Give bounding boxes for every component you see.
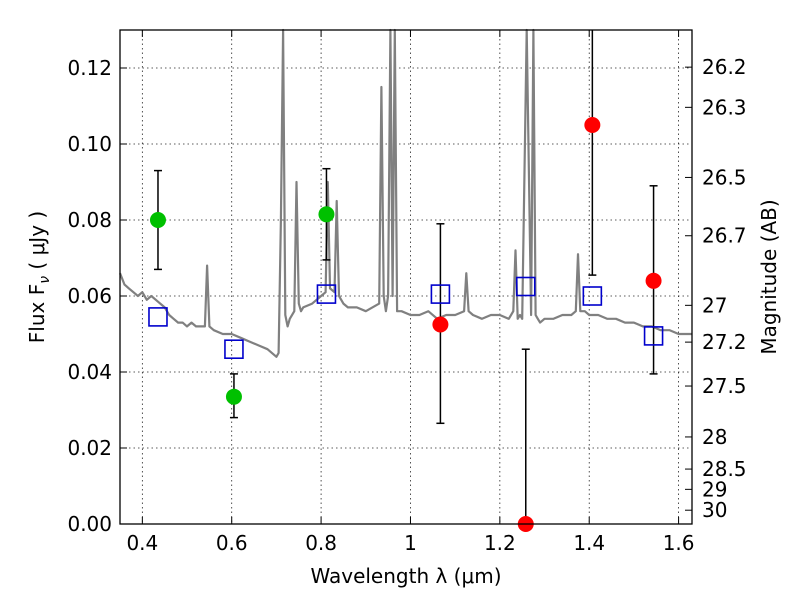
green-point: [318, 206, 335, 223]
magnitude-tick-label: 26.7: [702, 224, 747, 248]
y-tick-label: 0.10: [67, 132, 112, 156]
magnitude-tick-label: 27.5: [702, 374, 747, 398]
y-tick-label: 0.04: [67, 360, 112, 384]
magnitude-tick-label: 28: [702, 425, 727, 449]
plot-frame: [119, 29, 693, 525]
magnitude-tick-label: 26.3: [702, 95, 747, 119]
y-tick-label: 0.08: [67, 208, 112, 232]
red-point: [432, 316, 449, 333]
magnitude-tick-label: 28.5: [702, 457, 747, 481]
y-tick-labels: 0.00 0.02 0.04 0.06 0.08 0.10 0.12: [67, 56, 112, 536]
right-axis-label: Magnitude (AB): [757, 199, 781, 354]
red-point: [584, 117, 601, 133]
x-tick-label: 0.4: [126, 531, 158, 555]
x-tick-label: 0.8: [305, 531, 337, 555]
green-point: [149, 212, 166, 228]
green-point: [225, 388, 242, 405]
model-square: [316, 284, 337, 304]
x-tick-labels: 0.4 0.6 0.8 1 1.2 1.4 1.6: [126, 531, 694, 555]
y-axis-label: Flux Fν ( μJy ): [25, 211, 53, 343]
magnitude-tick-label: 27.2: [702, 330, 747, 354]
model-square: [224, 339, 244, 360]
y-tick-label: 0.12: [67, 56, 112, 80]
spectrum-line: [118, 28, 692, 358]
axis-ticks: [120, 30, 692, 525]
y-axis-label-main: Flux F: [25, 284, 49, 343]
y-axis-label-unit: ( μJy ): [25, 211, 49, 276]
error-bars-layer: [153, 30, 658, 524]
x-tick-label: 1: [404, 531, 417, 555]
x-tick-label: 1.4: [573, 531, 605, 555]
red-point: [645, 272, 662, 289]
x-tick-label: 1.2: [484, 531, 516, 555]
x-axis-label: Wavelength λ (μm): [310, 564, 501, 588]
y-tick-label: 0.00: [67, 512, 112, 536]
x-tick-label: 0.6: [216, 531, 248, 555]
model-square: [515, 276, 536, 297]
magnitude-tick-label: 30: [702, 498, 727, 522]
spectrum-layer: [118, 28, 692, 358]
model-square: [148, 307, 168, 327]
magnitude-tick-label: 27: [702, 293, 727, 317]
magnitude-tick-label: 29: [702, 477, 727, 501]
model-square: [430, 284, 451, 304]
model-square: [643, 326, 664, 346]
magnitude-tick-label: 26.5: [702, 165, 747, 189]
y-tick-label: 0.06: [67, 284, 112, 308]
x-tick-label: 1.6: [663, 531, 695, 555]
points-layer: [148, 117, 664, 532]
y-tick-label: 0.02: [67, 436, 112, 460]
magnitude-tick-label: 26.2: [702, 55, 747, 79]
model-square: [582, 286, 603, 306]
y-axis-label-sub: ν: [37, 276, 53, 284]
